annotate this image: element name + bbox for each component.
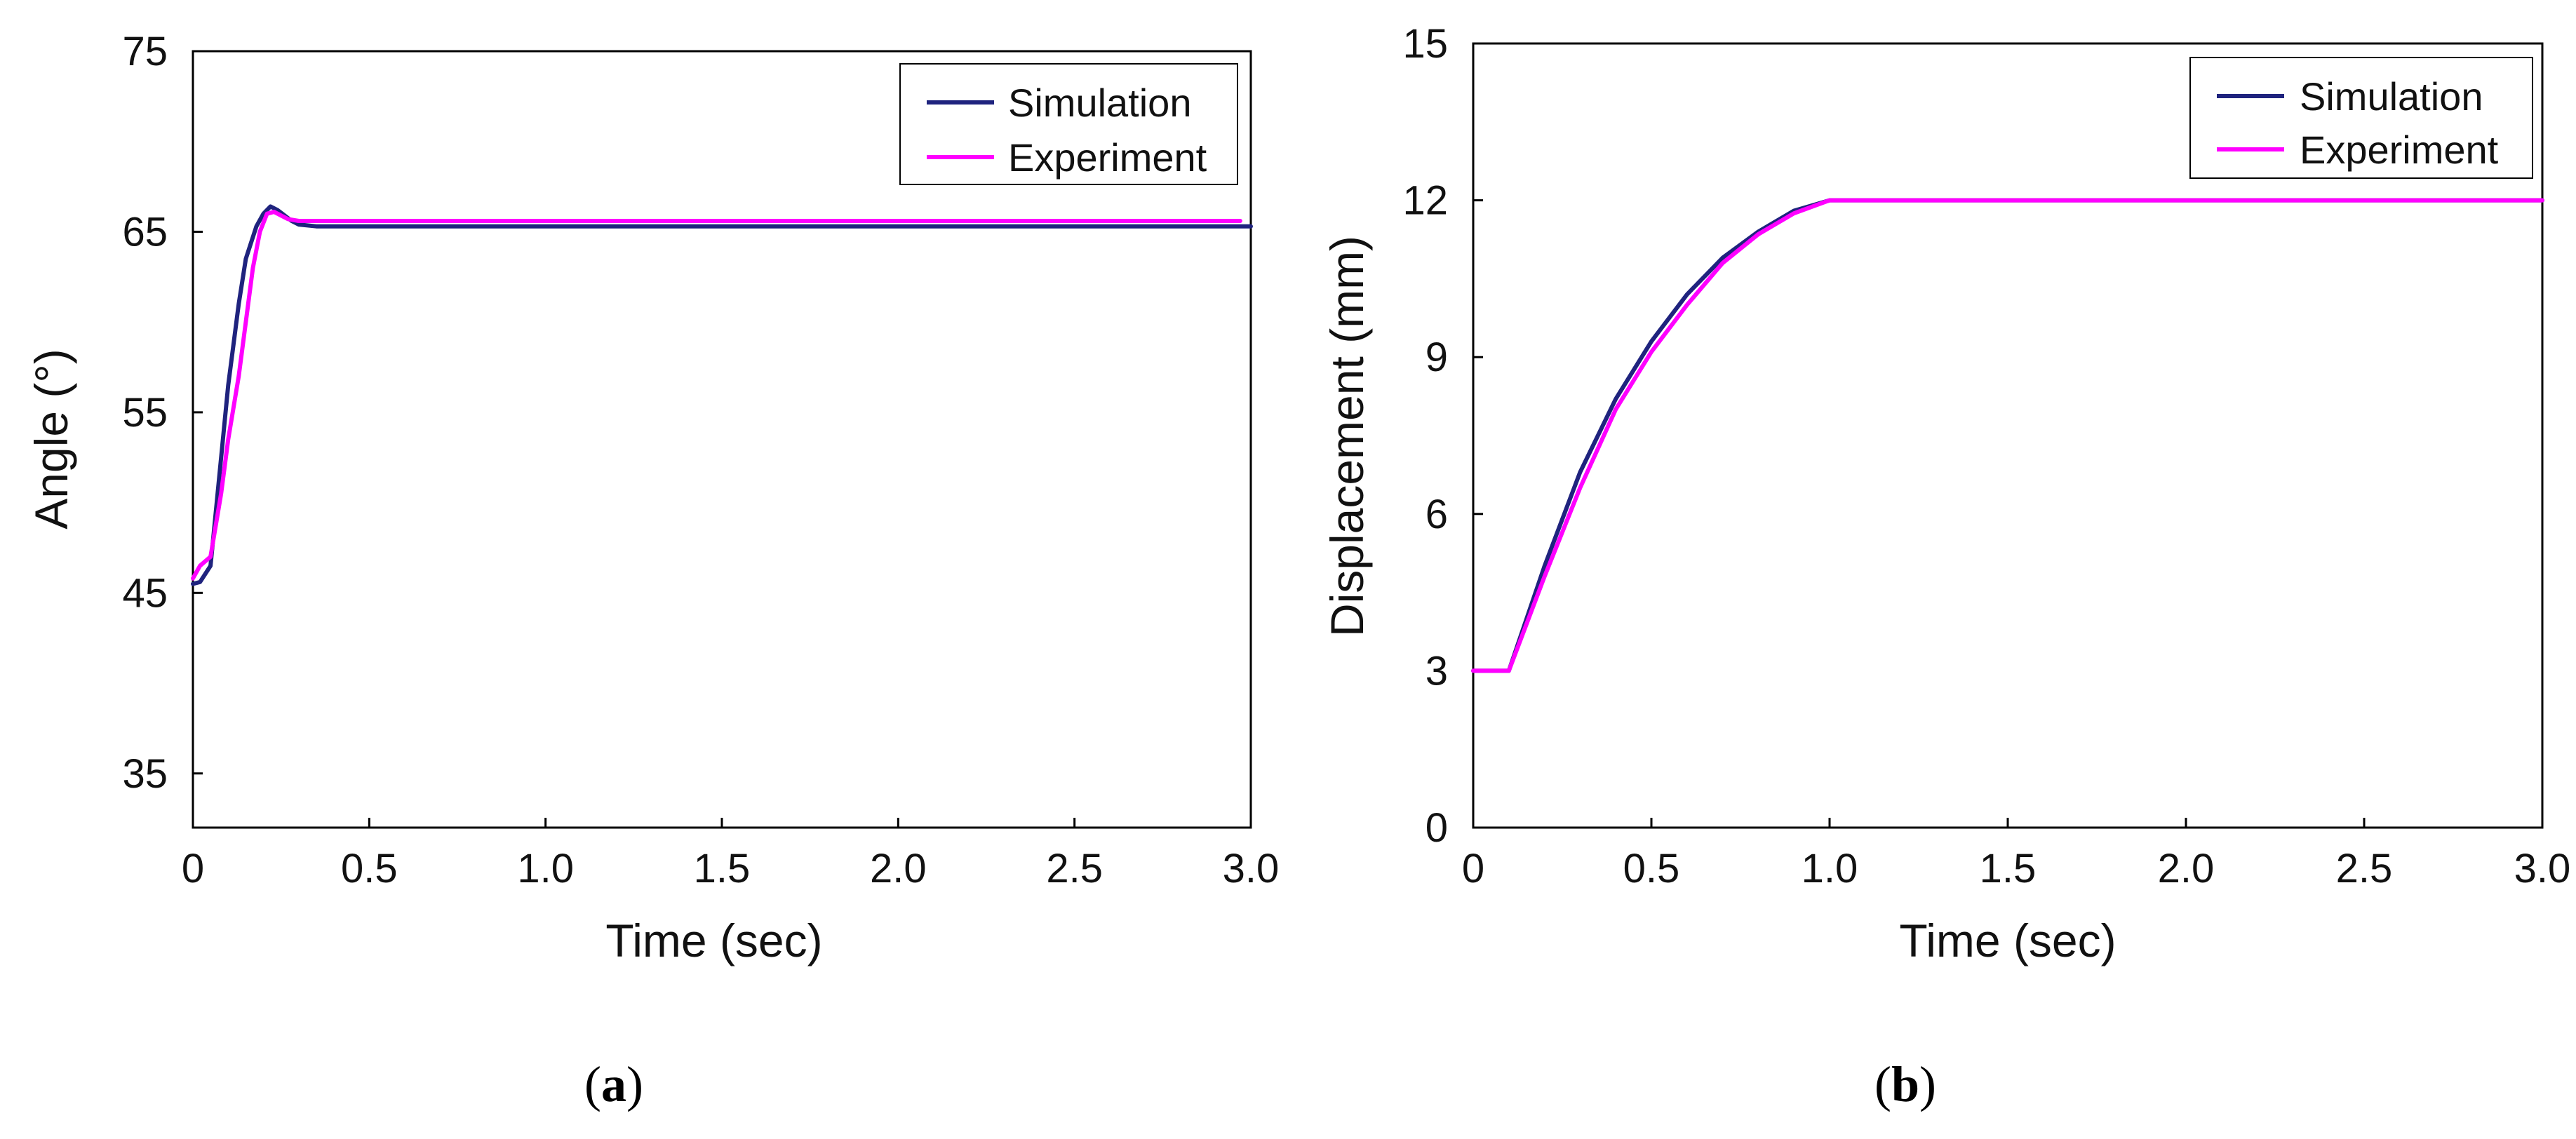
panel-a-caption-letter: a [601,1056,626,1112]
panel-a-legend-simulation-label: Simulation [1008,81,1191,125]
panel-a-x-tick-label: 2.0 [870,846,927,891]
panel-b-caption-letter: b [1891,1056,1919,1112]
panel-a-x-tick-label: 1.5 [694,846,751,891]
panel-a-caption: (a) [584,1056,643,1112]
panel-b-y-ticks: 0 3 6 9 12 15 [1402,21,1483,851]
panel-a-legend-box [899,63,1238,185]
panel-b-y-axis-title: Displacement (mm) [1321,236,1373,637]
panel-a-series-experiment [191,210,1242,581]
panel-b-x-axis-title: Time (sec) [1899,915,2116,966]
panel-a-series [191,204,1253,586]
panel-a-x-tick-label: 1.0 [517,846,574,891]
panel-a-y-tick-label: 55 [122,390,168,436]
panel-b-x-tick-label: 0 [1462,846,1484,891]
panel-b-x-tick-label: 0.5 [1623,846,1680,891]
panel-b-legend: Simulation Experiment [2189,57,2533,179]
panel-a-chart: 0 0.5 1.0 1.5 2.0 2.5 3.0 35 45 55 65 75 Time (sec… [25,29,1279,1112]
panel-a-caption-close: ) [626,1056,643,1112]
panel-a-x-tick-label: 2.5 [1046,846,1103,891]
panel-a-y-tick-label: 35 [122,751,168,797]
panel-b-caption-close: ) [1919,1056,1936,1112]
panel-a-y-tick-label: 75 [122,29,168,74]
panel-b-y-tick-label: 12 [1402,178,1448,224]
panel-b-x-tick-label: 2.5 [2336,846,2393,891]
panel-a-legend: Simulation Experiment [899,63,1238,185]
panel-b-series [1471,198,2544,673]
panel-b-x-tick-label: 2.0 [2158,846,2215,891]
panel-a-y-tick-label: 65 [122,209,168,255]
panel-b-y-tick-label: 15 [1402,21,1448,67]
panel-b-legend-simulation-label: Simulation [2300,74,2483,119]
panel-a-y-axis-title: Angle (°) [25,349,77,530]
panel-a-series-simulation [191,204,1253,586]
panel-b-x-tick-label: 1.5 [1980,846,2037,891]
panel-b-y-tick-label: 9 [1425,335,1448,380]
panel-b-legend-box [2189,57,2533,179]
panel-a-legend-experiment-label: Experiment [1008,135,1207,180]
panel-b-caption: (b) [1874,1056,1936,1112]
panel-b-y-tick-label: 3 [1425,648,1448,694]
panel-a-x-tick-label: 0 [182,846,204,891]
panel-b-caption-open: ( [1874,1056,1891,1112]
panel-b-x-tick-label: 3.0 [2514,846,2571,891]
panel-b-x-ticks: 0 0.5 1.0 1.5 2.0 2.5 3.0 [1462,818,2570,891]
panel-b-legend-experiment-label: Experiment [2300,128,2499,172]
panel-b-y-tick-label: 0 [1425,805,1448,851]
panel-a-x-tick-label: 0.5 [341,846,398,891]
panel-b-x-tick-label: 1.0 [1802,846,1858,891]
panel-a-x-tick-label: 3.0 [1223,846,1280,891]
panel-a-y-tick-label: 45 [122,570,168,616]
panel-a-y-ticks: 35 45 55 65 75 [122,29,203,797]
panel-a-x-axis-title: Time (sec) [605,915,822,966]
panel-a-caption-open: ( [584,1056,601,1112]
panel-b-series-experiment [1471,198,2544,673]
panel-b-y-tick-label: 6 [1425,492,1448,537]
panel-a-x-ticks: 0 0.5 1.0 1.5 2.0 2.5 3.0 [182,818,1279,891]
